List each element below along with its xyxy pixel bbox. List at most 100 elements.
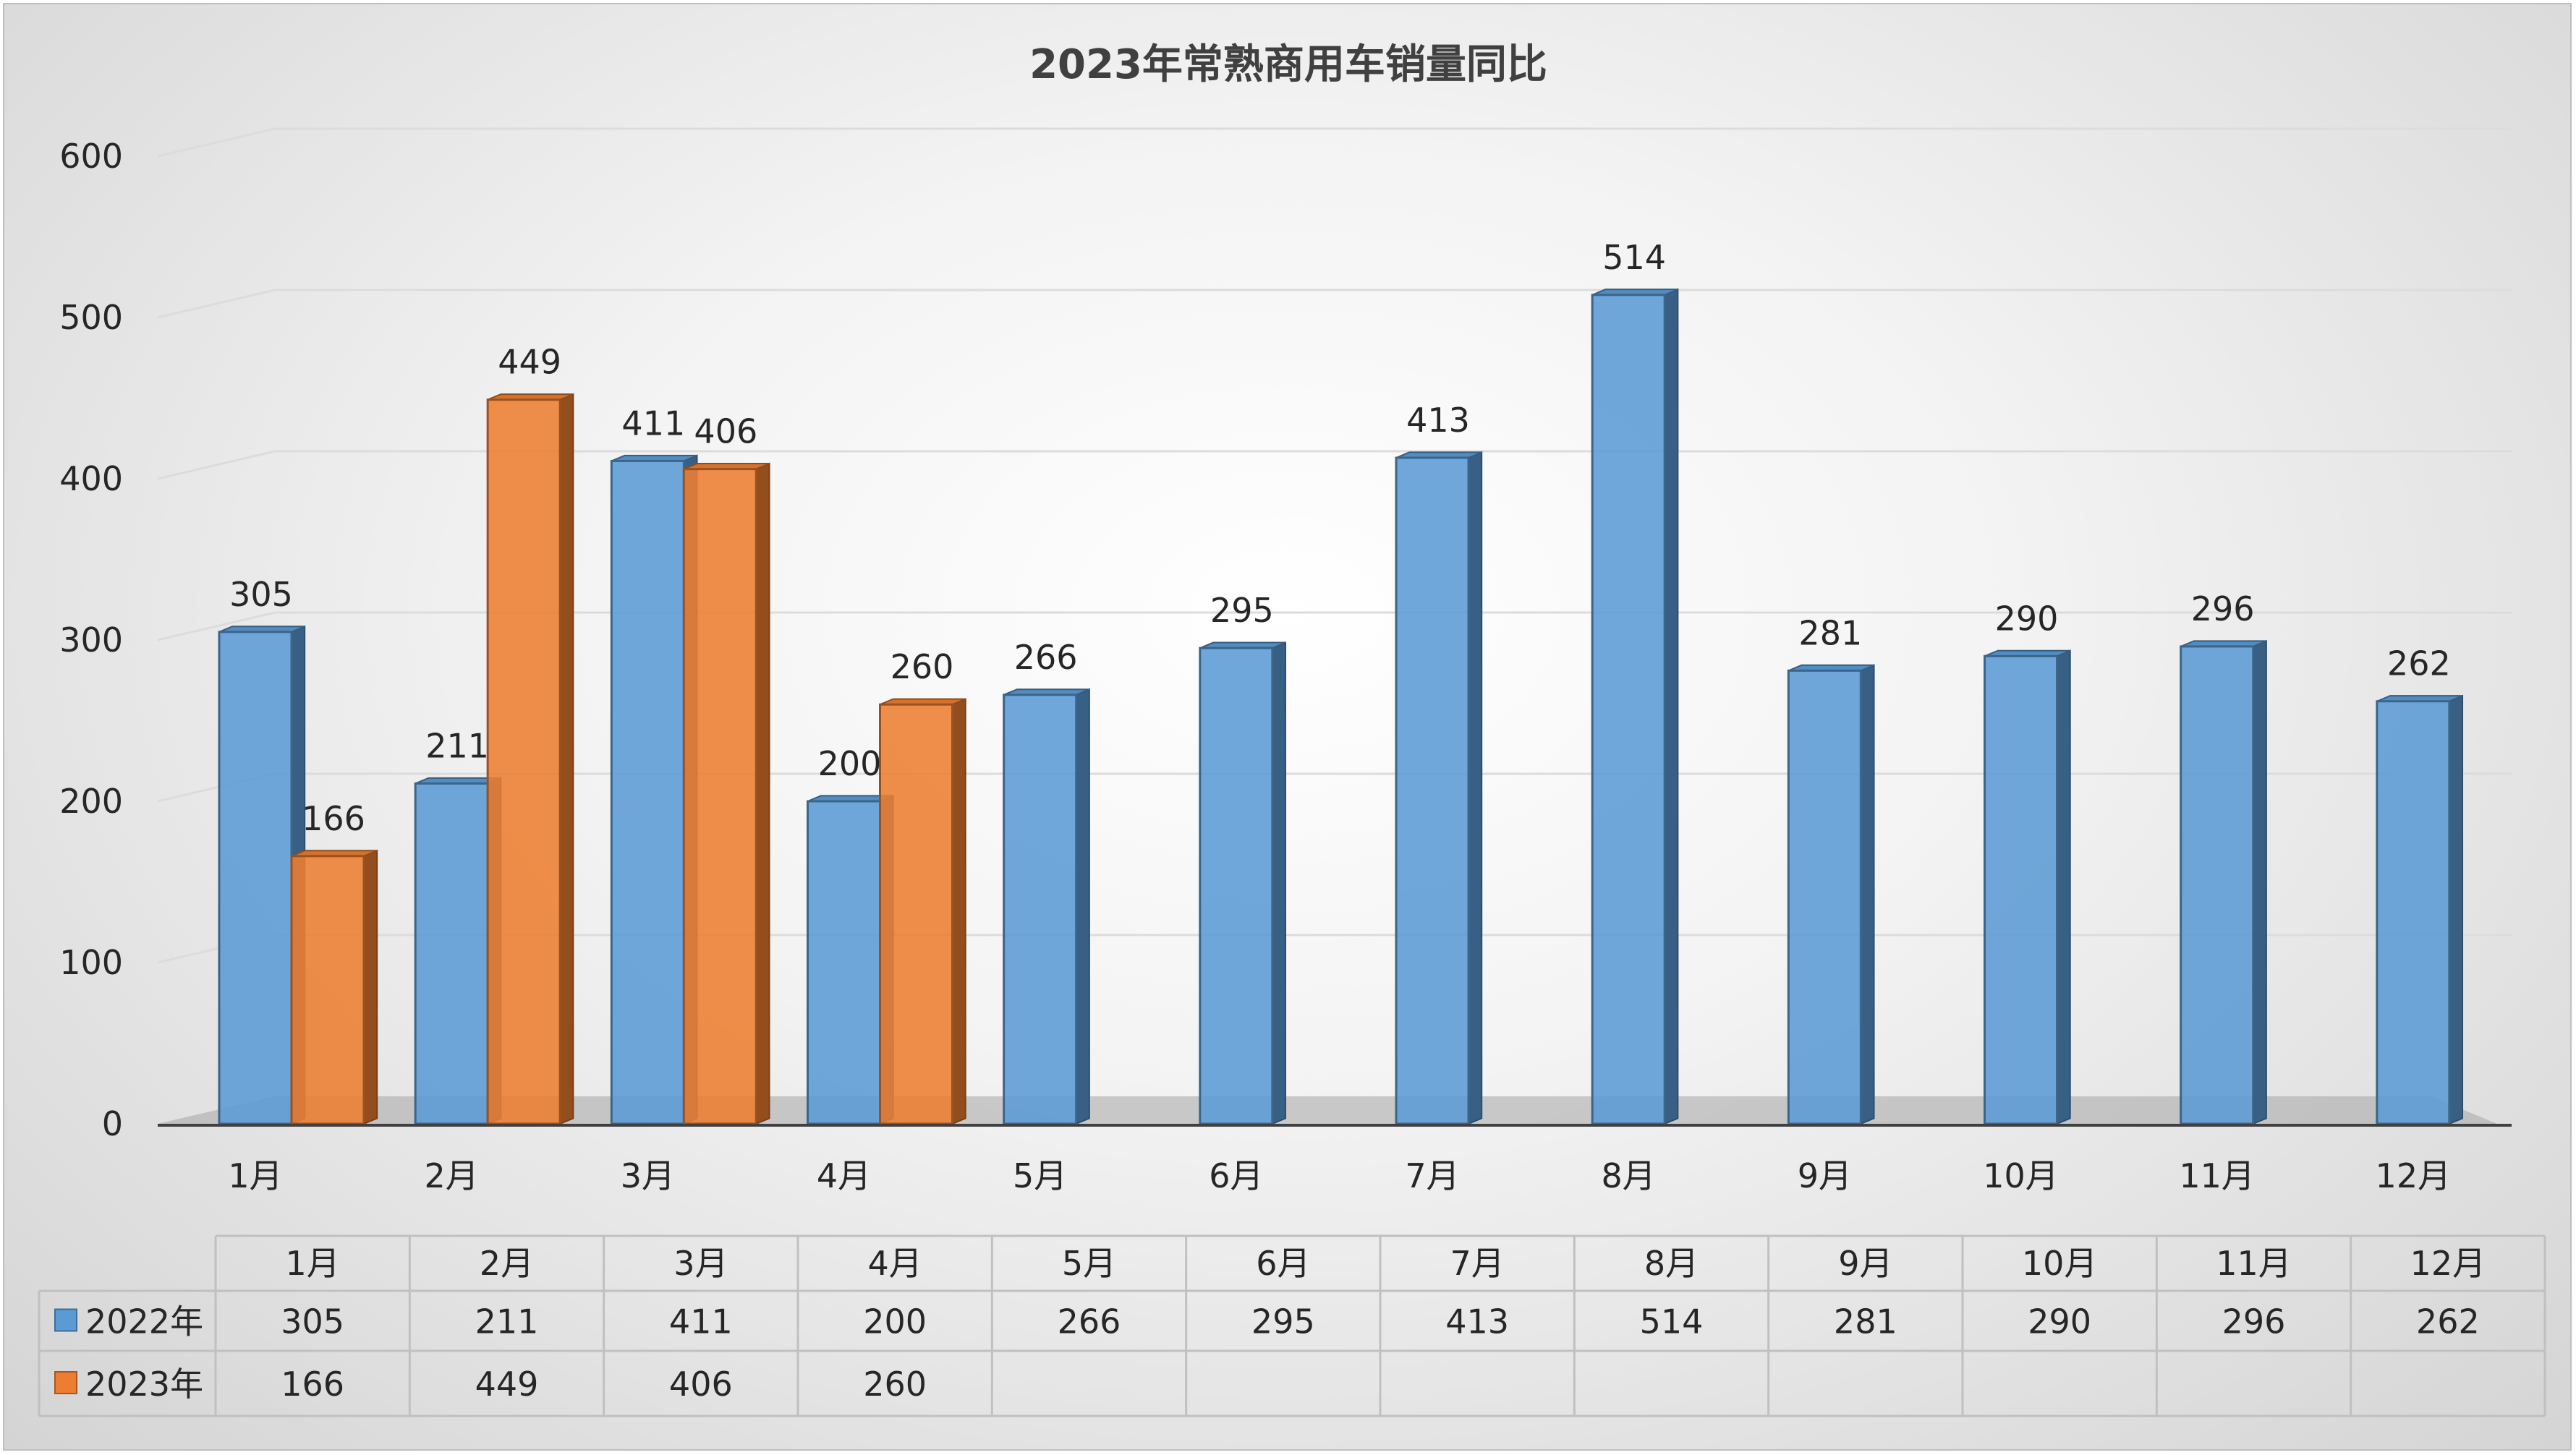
table-cell: 290 (2028, 1302, 2091, 1341)
bar-side-face (1468, 451, 1483, 1125)
x-tick-label: 8月 (1602, 1156, 1656, 1195)
x-tick-label: 6月 (1209, 1156, 1263, 1195)
y-tick-label: 200 (59, 782, 123, 821)
bar-side-face (1860, 664, 1875, 1125)
x-tick-label: 4月 (817, 1156, 871, 1195)
table-header-cell: 6月 (1256, 1244, 1310, 1283)
table-cell: 449 (475, 1365, 539, 1404)
data-label: 305 (229, 575, 293, 614)
bar-front-face (1003, 694, 1078, 1125)
x-tick-label: 11月 (2179, 1156, 2255, 1195)
table-cell: 260 (863, 1365, 927, 1404)
data-label: 413 (1406, 401, 1470, 440)
y-tick-label: 0 (102, 1104, 123, 1143)
data-label: 200 (818, 744, 882, 783)
data-label: 449 (498, 343, 561, 382)
data-label: 514 (1602, 238, 1666, 277)
table-header-cell: 7月 (1450, 1244, 1505, 1283)
bar-2023 (486, 393, 574, 1125)
x-tick-label: 5月 (1013, 1156, 1067, 1195)
table-cell: 406 (669, 1365, 733, 1404)
data-label: 296 (2191, 589, 2255, 628)
bar-2022 (1984, 649, 2071, 1125)
table-cell: 296 (2222, 1302, 2286, 1341)
table-header-cell: 2月 (480, 1244, 534, 1283)
bar-side-face (1075, 688, 1090, 1125)
data-label: 295 (1210, 591, 1274, 630)
bar-2023 (682, 462, 770, 1125)
legend-key (54, 1371, 77, 1394)
gridline-side (157, 289, 276, 319)
legend-entry: 2023年 (85, 1365, 203, 1404)
gridline-side (157, 127, 276, 158)
y-tick-label: 400 (59, 459, 123, 498)
gridline-side (157, 450, 276, 480)
table-cell: 200 (863, 1302, 927, 1341)
y-tick-label: 600 (59, 137, 123, 176)
bar-side-face (1664, 288, 1679, 1125)
x-tick-label: 12月 (2376, 1156, 2452, 1195)
data-label: 290 (1995, 599, 2059, 638)
data-label: 406 (694, 412, 757, 451)
gridline-side (157, 611, 276, 641)
bar-front-face (1787, 669, 1862, 1125)
table-cell: 295 (1251, 1302, 1315, 1341)
bar-front-face (610, 459, 685, 1125)
bar-side-face (755, 462, 770, 1125)
table-header-cell: 11月 (2216, 1244, 2292, 1283)
bar-side-face (2448, 694, 2464, 1125)
bar-2022 (2376, 694, 2464, 1125)
bar-side-face (1271, 641, 1287, 1125)
table-cell: 166 (281, 1365, 344, 1404)
bar-side-face (951, 698, 966, 1125)
chart-svg: 2023年常熟商用车销量同比 305 166 211 449 411 406 200 260 2… (38, 41, 2546, 1417)
bar-front-face (879, 703, 953, 1125)
table-cell: 413 (1445, 1302, 1509, 1341)
bar-2023 (879, 698, 966, 1125)
legend-entry: 2022年 (85, 1302, 203, 1341)
bar-front-face (218, 631, 293, 1125)
bar-2022 (1199, 641, 1287, 1125)
bar-2022 (1591, 288, 1679, 1125)
table-header-cell: 3月 (673, 1244, 728, 1283)
bar-2022 (2180, 639, 2267, 1125)
bar-front-face (414, 782, 489, 1125)
bar-2022 (1787, 664, 1875, 1125)
chart-title: 2023年常熟商用车销量同比 (1029, 41, 1547, 88)
x-tick-label: 3月 (621, 1156, 675, 1195)
table-cell: 262 (2416, 1302, 2480, 1341)
table-header-cell: 5月 (1062, 1244, 1116, 1283)
bar-front-face (1984, 654, 2058, 1125)
bars (218, 288, 2464, 1125)
bar-front-face (290, 855, 365, 1125)
x-tick-label: 9月 (1798, 1156, 1852, 1195)
data-label: 211 (425, 726, 489, 765)
bar-side-face (363, 849, 378, 1125)
table-header-cell: 4月 (868, 1244, 922, 1283)
axes: 0 100 200 300 400 500 600 1月 2月 3月 4月 5月 6月 7月 8月 9月 10月… (59, 137, 2512, 1195)
table-cell: 211 (475, 1302, 539, 1341)
data-label: 262 (2387, 644, 2451, 683)
data-labels: 305 166 211 449 411 406 200 260 266 295 413 514 281 2… (229, 238, 2451, 838)
bar-2023 (290, 849, 378, 1125)
data-table: 1月 2月 3月 4月 5月 6月 7月 8月 9月 10月 11月 12月 2022年 305 211 41… (38, 1234, 2546, 1417)
legend-key (54, 1308, 77, 1332)
table-cell: 266 (1058, 1302, 1121, 1341)
bar-front-face (682, 468, 757, 1125)
y-tick-label: 300 (59, 620, 123, 660)
bar-front-face (2376, 700, 2451, 1125)
y-tick-label: 500 (59, 298, 123, 337)
bar-side-face (2056, 649, 2071, 1125)
x-tick-label: 2月 (425, 1156, 479, 1195)
table-cell: 305 (281, 1302, 344, 1341)
bar-2022 (1395, 451, 1483, 1125)
table-header-cell: 10月 (2022, 1244, 2098, 1283)
bar-front-face (1395, 456, 1470, 1125)
table-header-cell: 1月 (286, 1244, 340, 1283)
bar-front-face (1591, 294, 1666, 1125)
table-cell: 281 (1834, 1302, 1897, 1341)
y-tick-label: 100 (59, 943, 123, 982)
table-header-cell: 8月 (1644, 1244, 1699, 1283)
table-cell: 411 (669, 1302, 733, 1341)
data-label: 266 (1014, 638, 1078, 677)
